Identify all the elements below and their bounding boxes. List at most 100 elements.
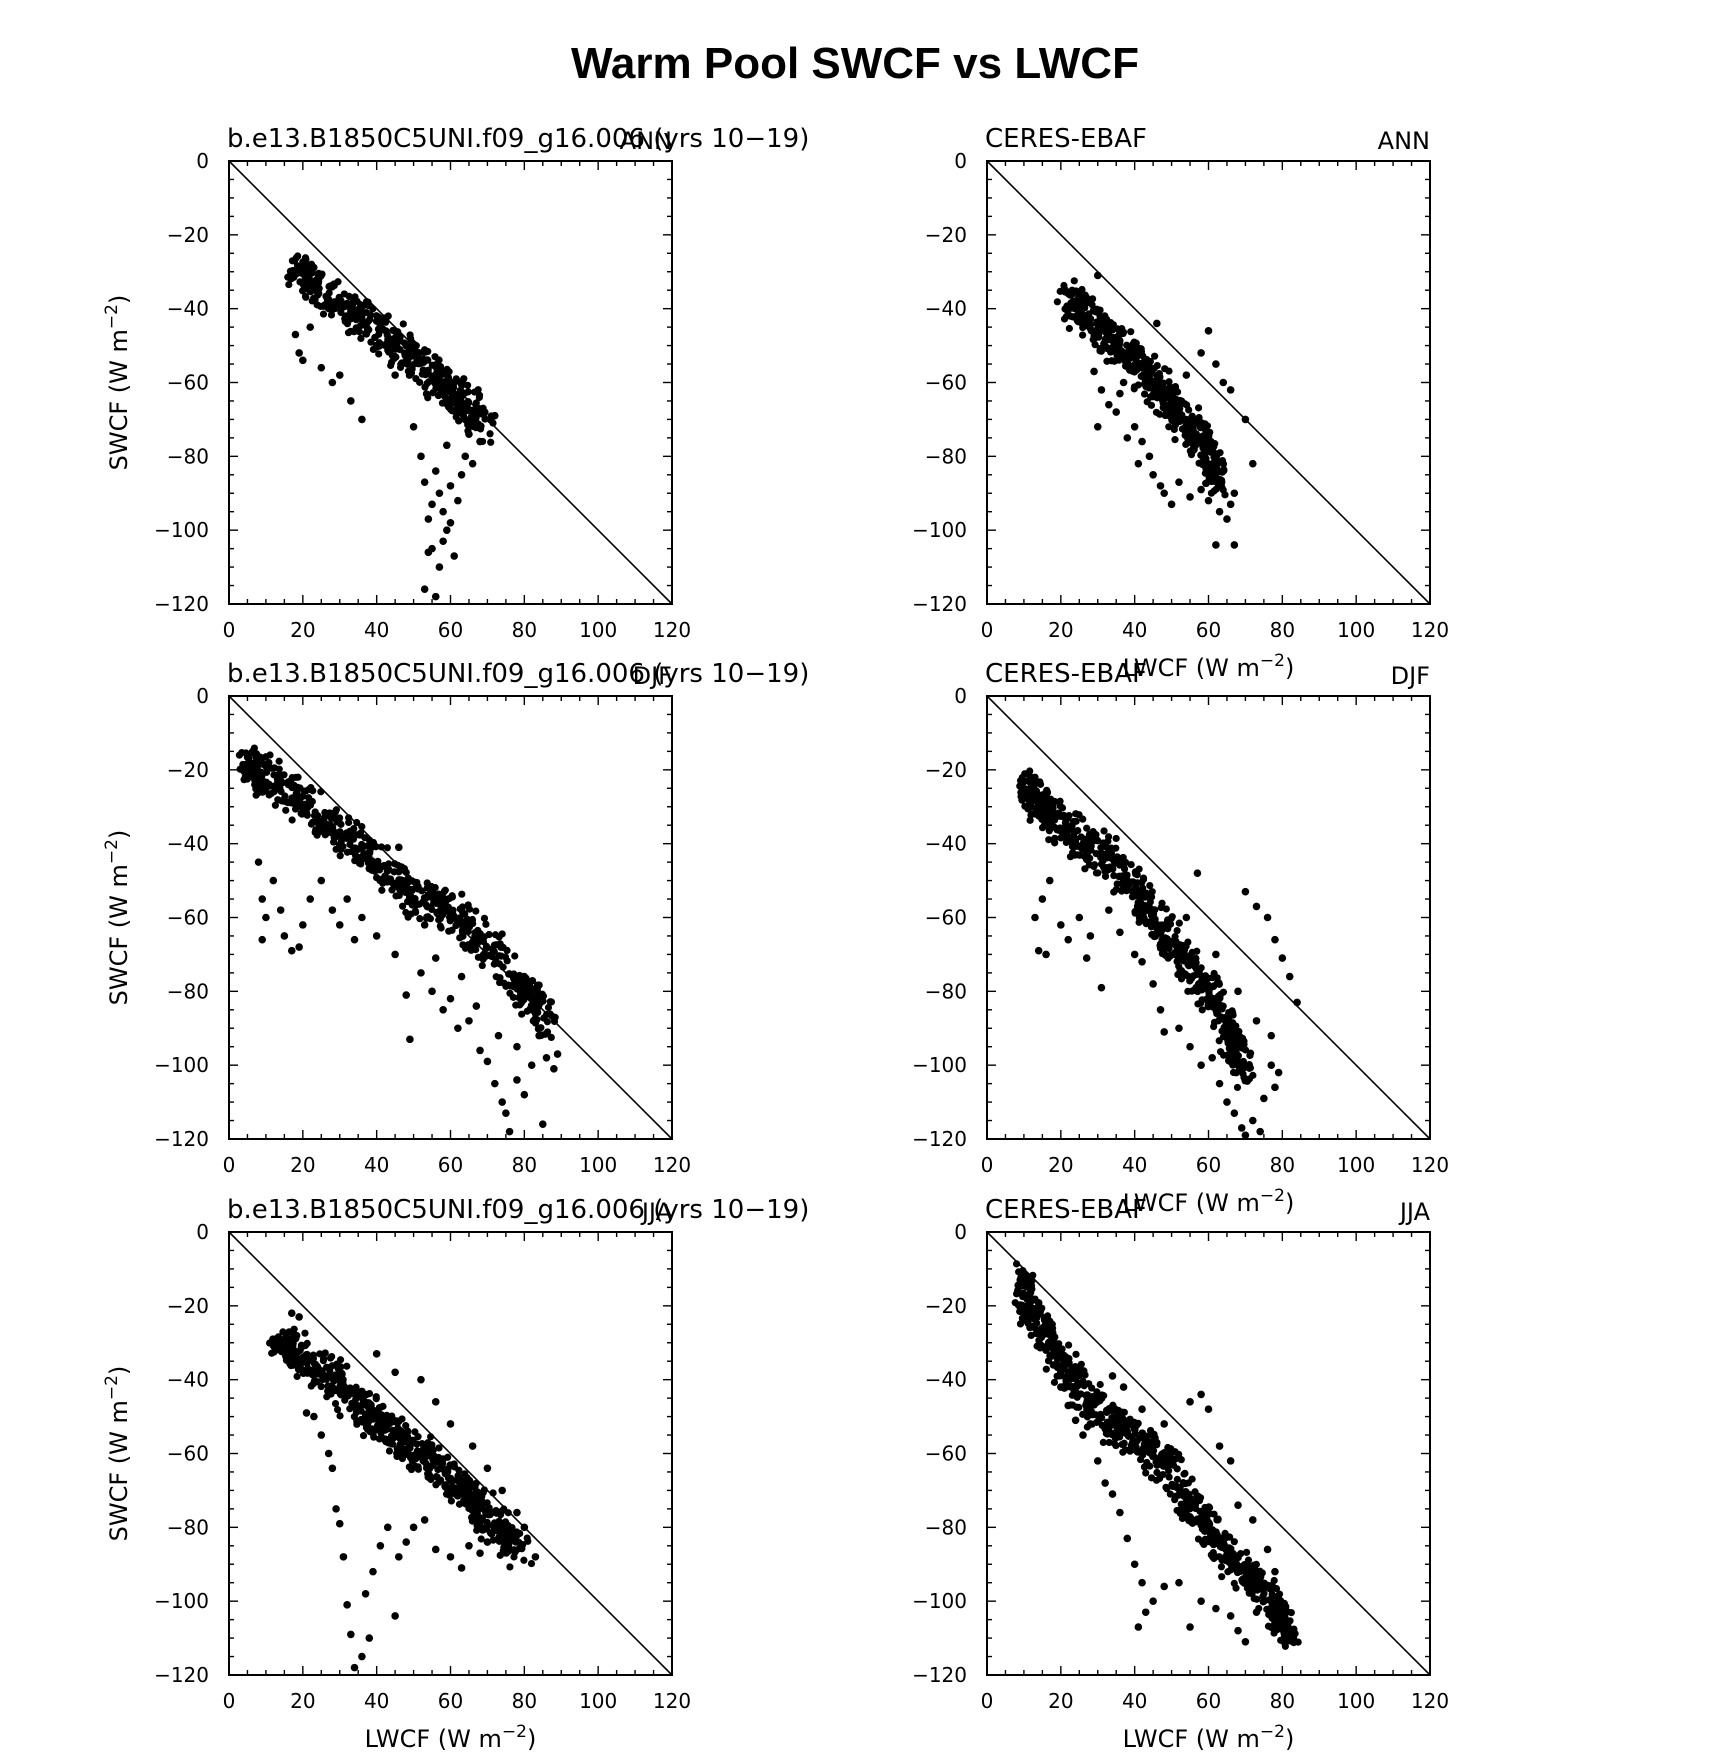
panel-left-title: b.e13.B1850C5UNI.f09_g16.006 (yrs 10−19) xyxy=(227,659,809,689)
scatter-point xyxy=(372,317,381,325)
scatter-point xyxy=(327,814,336,823)
scatter-point xyxy=(1280,1634,1288,1643)
scatter-point xyxy=(1138,1578,1146,1587)
scatter-point xyxy=(317,1382,325,1391)
scatter-point xyxy=(452,1490,460,1499)
scatter-point xyxy=(1209,994,1217,1003)
scatter-point xyxy=(1112,408,1121,416)
scatter-point xyxy=(1071,1416,1080,1425)
scatter-point xyxy=(1125,361,1133,369)
scatter-point xyxy=(269,876,278,885)
scatter-point xyxy=(1198,972,1206,980)
scatter-point xyxy=(1123,871,1131,879)
scatter-point xyxy=(1105,400,1113,409)
scatter-point xyxy=(378,886,386,894)
scatter-point xyxy=(1210,969,1218,978)
scatter-point xyxy=(332,1505,340,1513)
scatter-point xyxy=(326,821,334,829)
y-tick-label: 0 xyxy=(196,684,209,708)
scatter-point xyxy=(1057,1383,1065,1391)
scatter-point xyxy=(1177,975,1186,983)
scatter-point xyxy=(1171,436,1179,444)
scatter-point xyxy=(280,932,289,940)
scatter-point xyxy=(309,787,317,795)
scatter-point xyxy=(335,921,344,929)
scatter-point xyxy=(468,1442,477,1450)
y-tick-label: −120 xyxy=(912,592,967,616)
scatter-point xyxy=(1217,480,1225,488)
scatter-point xyxy=(550,1065,558,1073)
scatter-point xyxy=(1241,415,1250,424)
scatter-point xyxy=(466,1483,474,1492)
scatter-point xyxy=(1134,459,1143,468)
scatter-point xyxy=(1226,1612,1235,1620)
scatter-point xyxy=(402,991,411,999)
scatter-point xyxy=(1189,430,1198,438)
scatter-point xyxy=(458,903,467,911)
scatter-point xyxy=(1064,935,1073,944)
scatter-point xyxy=(435,1444,443,1452)
scatter-point xyxy=(324,1449,333,1458)
scatter-point xyxy=(396,1451,404,1459)
scatter-point xyxy=(1112,844,1120,852)
scatter-point xyxy=(439,890,447,898)
scatter-point xyxy=(391,1612,399,1620)
x-tick-label: 20 xyxy=(1048,618,1073,642)
x-tick-label: 100 xyxy=(1337,1689,1375,1713)
x-tick-label: 120 xyxy=(653,1689,691,1713)
scatter-point xyxy=(1251,1576,1259,1584)
scatter-point xyxy=(1064,290,1072,298)
scatter-point xyxy=(448,1476,456,1485)
y-tick-label: −120 xyxy=(154,1127,209,1151)
scatter-point xyxy=(544,1003,553,1012)
scatter-point xyxy=(1177,1456,1185,1464)
reference-line xyxy=(228,1231,673,1676)
scatter-point xyxy=(1202,455,1210,463)
scatter-point xyxy=(428,500,436,509)
scatter-point xyxy=(497,943,505,951)
scatter-point xyxy=(461,452,470,461)
y-tick-label: −80 xyxy=(925,1515,967,1539)
scatter-point xyxy=(1057,1346,1065,1354)
scatter-point xyxy=(242,769,250,777)
scatter-point xyxy=(345,814,353,822)
scatter-point xyxy=(422,1443,430,1451)
scatter-point xyxy=(1048,1352,1056,1360)
scatter-point xyxy=(1232,1069,1240,1077)
scatter-point xyxy=(331,808,339,816)
scatter-point xyxy=(503,946,511,955)
scatter-point xyxy=(395,1553,403,1561)
scatter-point xyxy=(282,806,290,814)
x-tick-label: 60 xyxy=(438,1689,463,1713)
scatter-point xyxy=(1091,341,1099,349)
scatter-point xyxy=(398,886,406,894)
scatter-point xyxy=(1059,826,1067,835)
scatter-point xyxy=(1138,1405,1146,1413)
scatter-point xyxy=(1042,1346,1050,1354)
scatter-point xyxy=(1147,923,1155,931)
scatter-point xyxy=(440,895,448,903)
scatter-point xyxy=(305,267,313,275)
scatter-point xyxy=(1220,467,1228,475)
scatter-point xyxy=(435,563,444,571)
scatter-point xyxy=(1026,1284,1034,1292)
scatter-point xyxy=(387,358,396,366)
x-axis-label: LWCF (W m−2) xyxy=(1123,1722,1295,1753)
scatter-point xyxy=(339,1553,348,1561)
scatter-point xyxy=(527,1559,536,1568)
scatter-point xyxy=(432,1481,440,1489)
scatter-point xyxy=(1283,1608,1292,1616)
scatter-point xyxy=(1043,786,1051,794)
scatter-point xyxy=(328,906,337,914)
scatter-point xyxy=(1119,378,1128,387)
scatter-point xyxy=(465,430,473,438)
scatter-point xyxy=(413,901,421,909)
scatter-point xyxy=(1153,319,1161,328)
y-tick-label: −60 xyxy=(925,1442,967,1466)
scatter-point xyxy=(1215,1079,1224,1088)
scatter-point xyxy=(405,371,413,379)
scatter-point xyxy=(1166,394,1175,402)
scatter-point xyxy=(1224,1050,1232,1059)
scatter-point xyxy=(424,356,432,364)
